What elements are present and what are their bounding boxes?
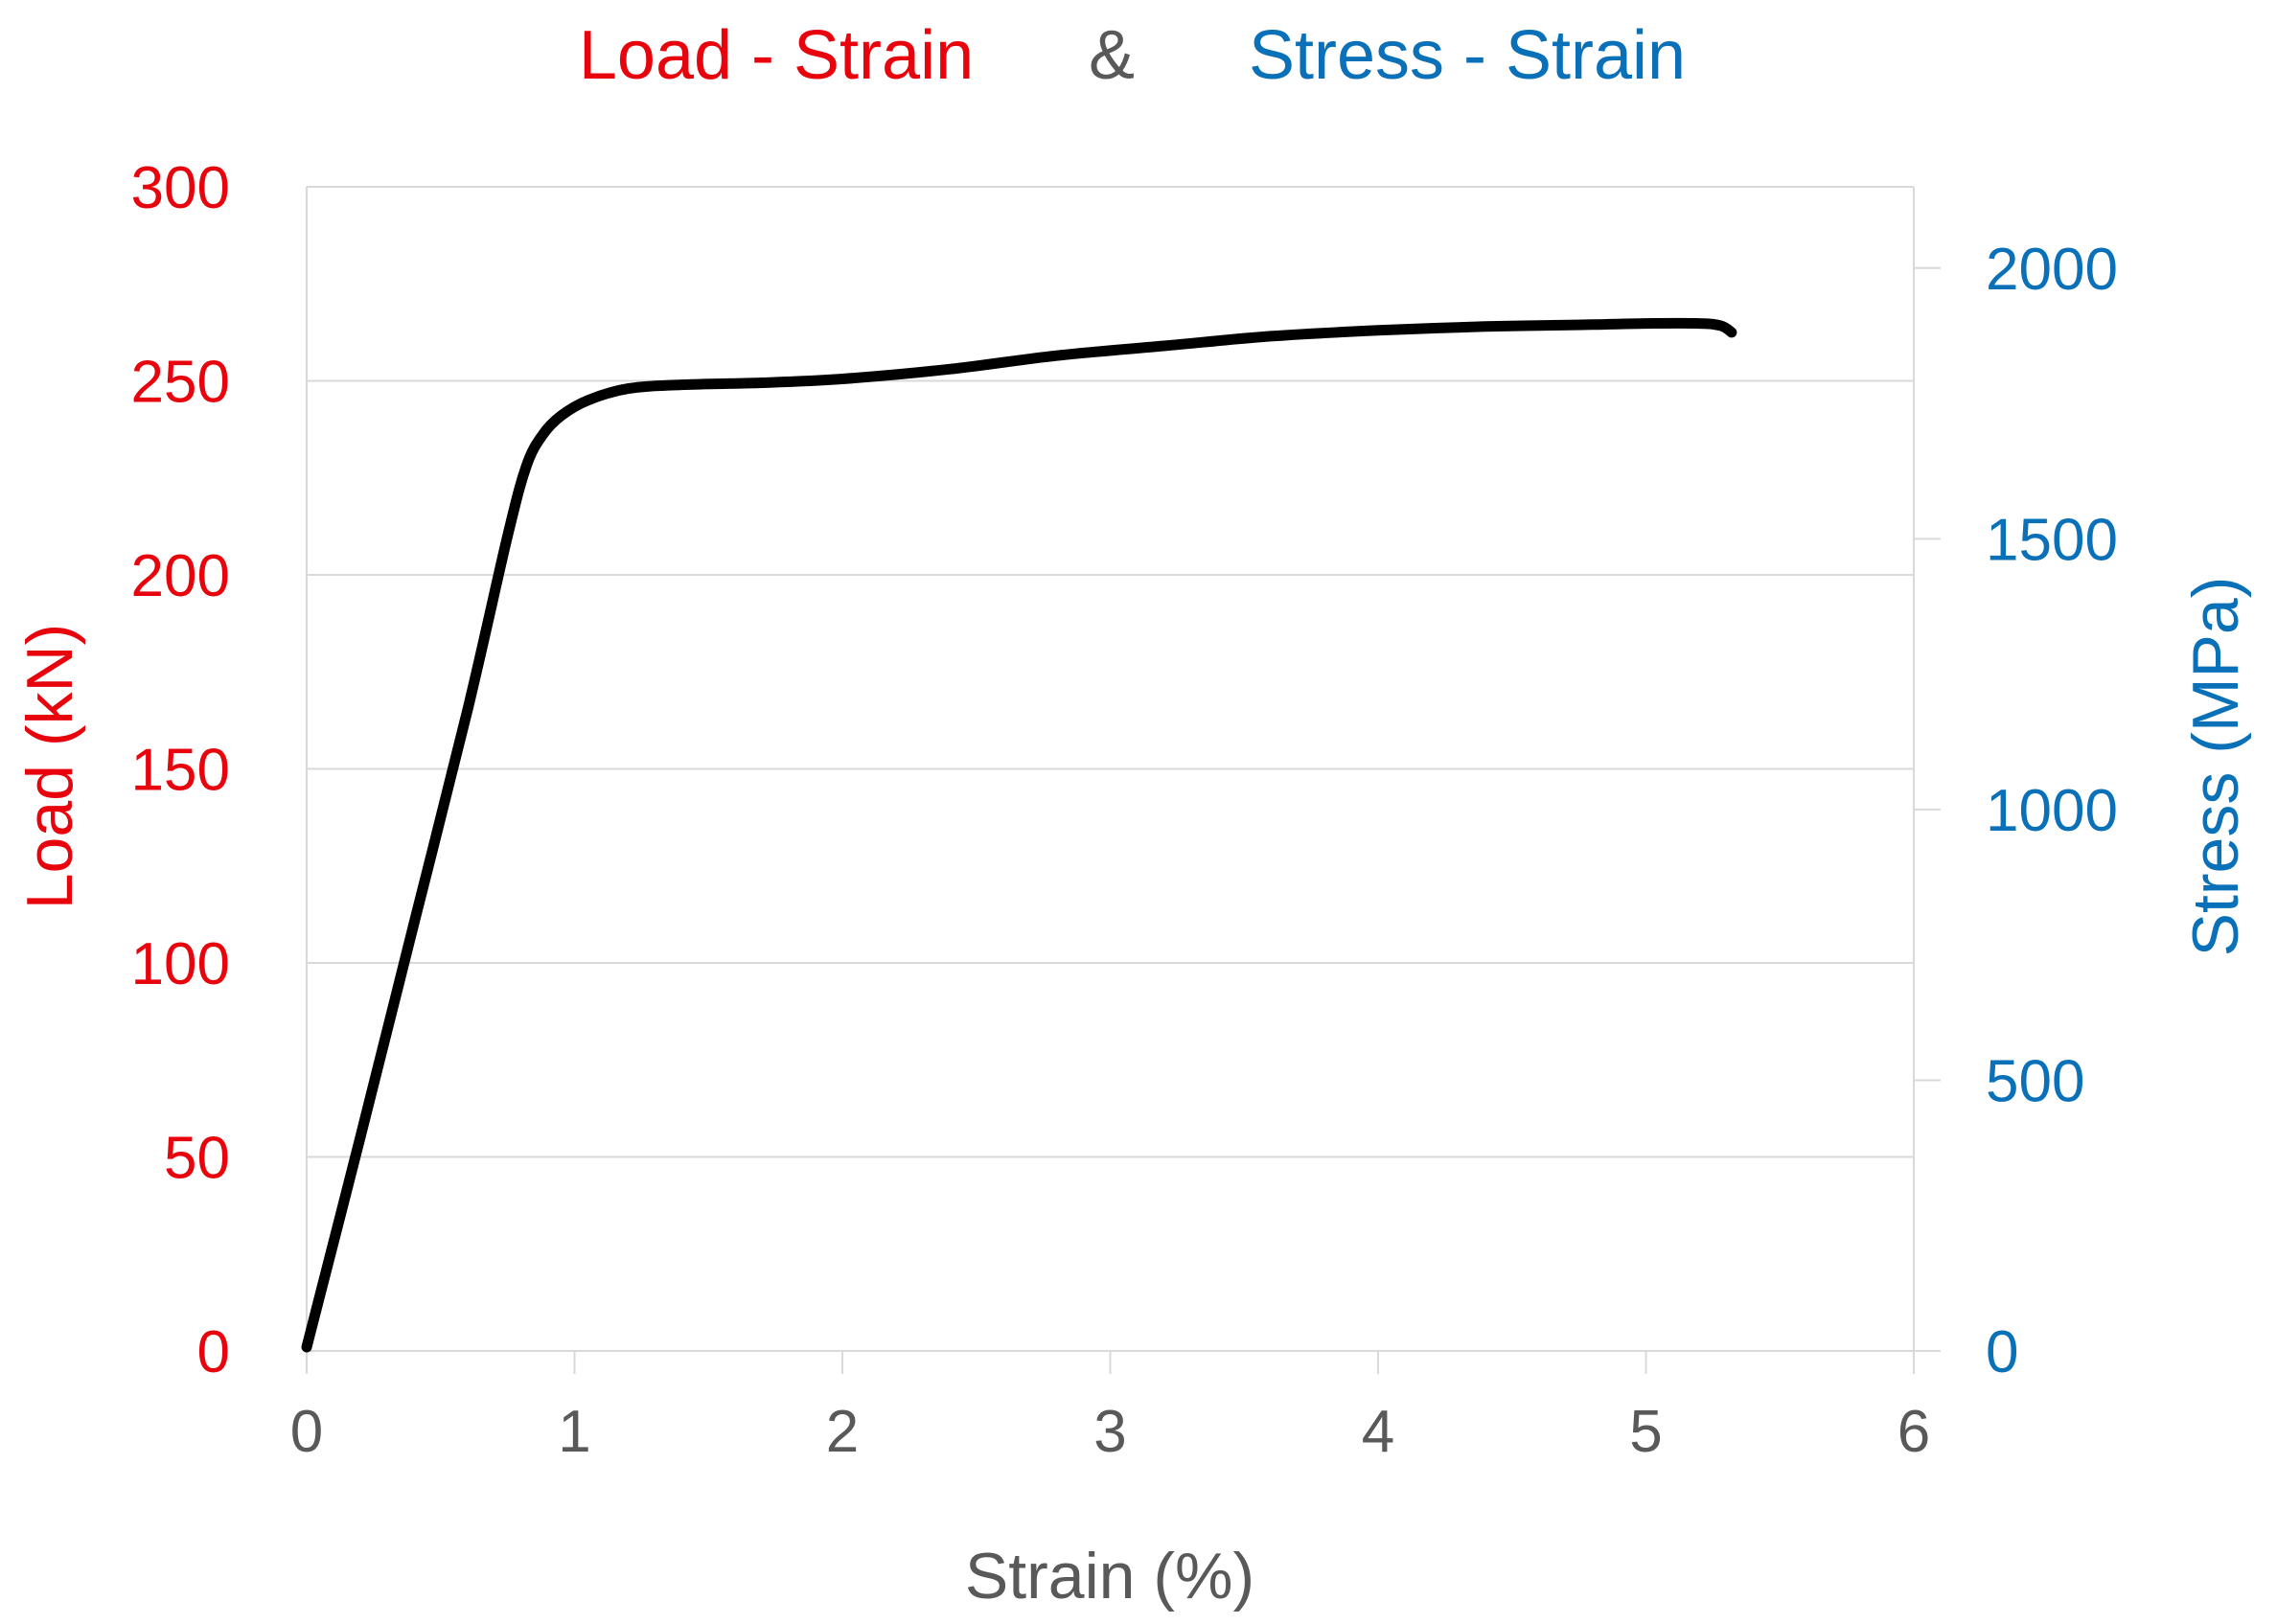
x-tick-label: 1	[558, 1399, 590, 1465]
y-left-tick-label: 100	[131, 931, 230, 997]
chart-title-load-strain: Load - Strain	[579, 17, 974, 94]
tick-labels: 0 1 2 3 4 5 6050100150200250300050010001500200…	[131, 155, 2118, 1465]
x-tick-label: 3	[1093, 1399, 1126, 1465]
y-right-tick-label: 2000	[1986, 237, 2118, 303]
y-axis-title-right: Stress (MPa)	[2179, 577, 2252, 957]
chart-title-ampersand: &	[1089, 17, 1135, 94]
y-left-tick-label: 0	[197, 1319, 230, 1385]
y-right-tick-label: 0	[1986, 1319, 2018, 1385]
x-tick-label: 5	[1629, 1399, 1662, 1465]
x-tick-label: 4	[1362, 1399, 1394, 1465]
gridlines	[307, 186, 1914, 1158]
load-strain-curve	[301, 317, 1737, 1353]
y-right-tick-label: 500	[1986, 1048, 2084, 1114]
chart-title: Load - Strain & Stress - Strain	[579, 17, 1686, 94]
x-tick-label: 6	[1898, 1399, 1930, 1465]
y-left-tick-label: 50	[164, 1126, 230, 1192]
x-tick-label: 2	[826, 1399, 859, 1465]
y-left-tick-label: 250	[131, 350, 230, 416]
y-axis-title-left: Load (kN)	[13, 624, 86, 910]
y-left-tick-label: 200	[131, 543, 230, 609]
series-layer	[301, 317, 1737, 1353]
y-left-tick-label: 150	[131, 738, 230, 804]
y-right-tick-label: 1500	[1986, 507, 2118, 573]
y-right-tick-label: 1000	[1986, 778, 2118, 844]
x-axis-title: Strain (%)	[965, 1540, 1254, 1613]
axes	[306, 187, 1941, 1374]
y-left-tick-label: 300	[131, 155, 230, 221]
chart-title-stress-strain: Stress - Strain	[1249, 17, 1686, 94]
x-tick-label: 0	[290, 1399, 323, 1465]
